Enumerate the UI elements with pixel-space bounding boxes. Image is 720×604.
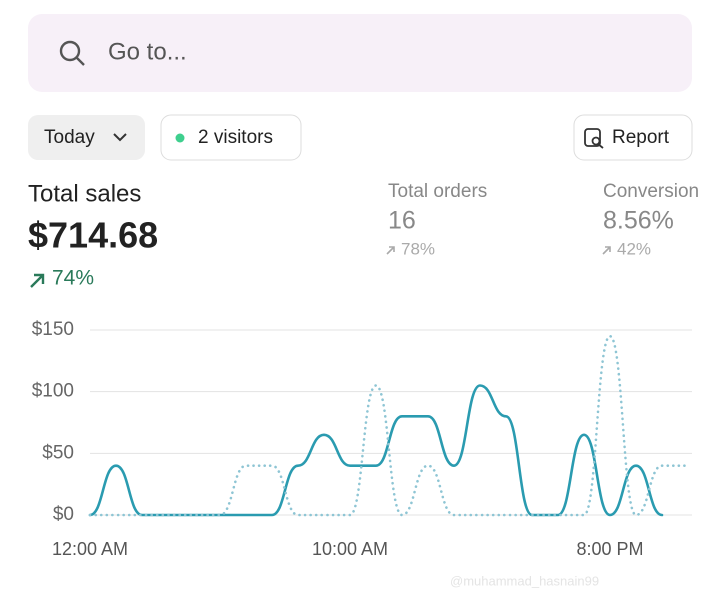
metric-value: 16 <box>388 207 416 235</box>
chart: $0 $50 $100 $150 12:00 AM 10:00 AM 8:00 PM <box>32 319 692 559</box>
report-button[interactable] <box>573 114 693 161</box>
y-tick-label: $50 <box>42 442 74 463</box>
visitors-badge[interactable] <box>160 114 302 161</box>
up-arrow <box>386 246 395 255</box>
clip-mask <box>700 170 720 210</box>
x-tick-label: 12:00 AM <box>52 539 128 559</box>
x-tick-label: 8:00 PM <box>576 539 643 559</box>
watermark: @muhammad_hasnain99 <box>450 573 599 588</box>
metric-label: Total sales <box>28 180 141 207</box>
y-tick-label: $100 <box>32 381 74 402</box>
metric-change: 42% <box>617 239 651 258</box>
metric-value: $714.68 <box>28 215 158 256</box>
report-icon <box>584 128 604 149</box>
y-tick-label: $150 <box>32 319 74 340</box>
metric-value: 8.56% <box>603 207 674 235</box>
search-box[interactable] <box>28 14 692 92</box>
chevron <box>113 133 127 142</box>
up-arrow <box>602 246 611 255</box>
metric-change: 74% <box>52 267 94 290</box>
date-filter-label[interactable]: Today <box>44 127 95 148</box>
metric-label: Conversion rate <box>603 181 720 202</box>
date-filter[interactable] <box>28 115 145 160</box>
report-label[interactable]: Report <box>612 127 670 148</box>
metric-change: 78% <box>401 239 435 258</box>
y-tick-label: $0 <box>53 504 74 525</box>
live-dot <box>175 133 185 143</box>
series-line <box>88 334 690 517</box>
search-placeholder[interactable]: Go to... <box>108 38 187 65</box>
search-icon <box>59 40 85 66</box>
x-tick-label: 10:00 AM <box>312 539 388 559</box>
visitors-label[interactable]: 2 visitors <box>198 127 273 148</box>
metric-label: Total orders <box>388 181 487 202</box>
up-arrow <box>30 273 45 288</box>
